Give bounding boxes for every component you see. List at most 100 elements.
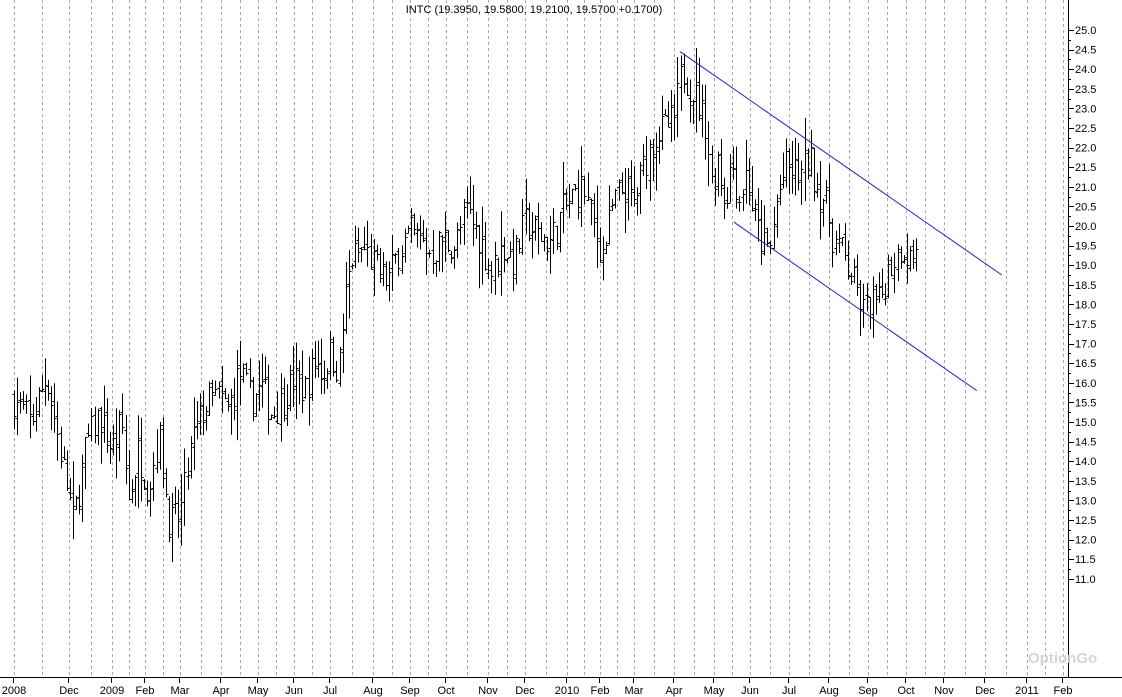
ohlc-bar [570, 188, 575, 205]
ohlc-bar [145, 480, 150, 507]
ohlc-bar [493, 241, 498, 295]
x-tick-label: Jun [741, 685, 759, 697]
ohlc-bar [613, 188, 618, 209]
ohlc-bar [328, 331, 333, 380]
ohlc-bar [486, 258, 491, 280]
ohlc-bar [648, 139, 653, 201]
ohlc-bar [40, 375, 45, 392]
ohlc-bar [896, 244, 901, 282]
ohlc-bar [682, 53, 687, 94]
y-tick-label: 24.5 [1075, 45, 1096, 57]
ohlc-bar [322, 360, 327, 394]
ohlc-bar [669, 90, 674, 143]
x-tick-label: Feb [136, 685, 155, 697]
ohlc-bar [803, 117, 808, 202]
ohlc-bar [18, 392, 23, 414]
ohlc-bar [446, 230, 451, 253]
ohlc-bar [207, 381, 212, 416]
ohlc-bar [130, 479, 135, 504]
ohlc-bar [164, 468, 169, 498]
ohlc-bar [12, 390, 17, 430]
ohlc-bar [508, 241, 513, 258]
ohlc-bar [877, 272, 882, 303]
ohlc-bar [49, 386, 54, 431]
ohlc-bar [905, 233, 910, 284]
ohlc-bar [871, 276, 876, 338]
ohlc-bar [480, 206, 485, 285]
ohlc-bar [722, 177, 727, 220]
ohlc-bar [452, 246, 457, 269]
ohlc-bar [505, 258, 510, 264]
x-tick-label: Feb [1054, 685, 1073, 697]
watermark: OptionGo [1028, 650, 1097, 667]
ohlc-bar [192, 397, 197, 471]
x-tick-label: 2009 [100, 685, 124, 697]
y-tick-label: 18.5 [1075, 280, 1096, 292]
channel-upper-line [679, 51, 1003, 276]
ohlc-bar [719, 138, 724, 196]
x-tick-label: 2011 [1015, 685, 1039, 697]
ohlc-bar [390, 234, 395, 292]
ohlc-bar [899, 246, 904, 269]
ohlc-bar [37, 387, 42, 418]
ohlc-bar [824, 179, 829, 204]
y-tick-label: 20.5 [1075, 201, 1096, 213]
ohlc-bar [908, 246, 913, 272]
x-tick-label: Aug [363, 685, 383, 697]
ohlc-bar [353, 225, 358, 269]
ohlc-bar [102, 385, 107, 443]
ohlc-bar [198, 393, 203, 436]
y-tick-label: 15.5 [1075, 397, 1096, 409]
ohlc-bar [731, 146, 736, 180]
y-tick-label: 16.5 [1075, 358, 1096, 370]
ohlc-bar [663, 108, 668, 116]
ohlc-bar [291, 345, 296, 408]
ohlc-bar [241, 363, 246, 383]
ohlc-bar [527, 202, 532, 242]
ohlc-bar [818, 161, 823, 240]
x-tick-label: Jun [285, 685, 303, 697]
ohlc-bar [96, 408, 101, 446]
ohlc-bar [158, 421, 163, 470]
ohlc-bar [679, 55, 684, 111]
ohlc-bar [694, 48, 699, 133]
ohlc-bar [319, 338, 324, 395]
ohlc-bar [365, 220, 370, 267]
ohlc-bar [806, 148, 811, 180]
ohlc-bar [524, 178, 529, 235]
ohlc-bar [741, 189, 746, 212]
ohlc-bar [902, 255, 907, 264]
ohlc-bar [99, 406, 104, 464]
ohlc-bar [34, 397, 39, 432]
y-tick-label: 11.5 [1075, 554, 1096, 566]
x-tick-label: Apr [665, 685, 682, 697]
x-tick-label: Nov [934, 685, 954, 697]
y-tick-label: 22.0 [1075, 143, 1096, 155]
ohlc-bar [520, 198, 525, 255]
ohlc-bar [638, 161, 643, 215]
ohlc-bar [644, 136, 649, 189]
ohlc-bar [775, 194, 780, 238]
ohlc-bar [244, 362, 249, 376]
ohlc-bar [120, 393, 125, 435]
ohlc-bar [886, 254, 891, 299]
y-tick-label: 14.0 [1075, 456, 1096, 468]
ohlc-bar [248, 358, 253, 388]
ohlc-bar [635, 187, 640, 216]
ohlc-bar [586, 172, 591, 201]
ohlc-bar [83, 437, 88, 490]
ohlc-bar [471, 184, 476, 247]
ohlc-bar [294, 342, 299, 419]
y-tick-label: 11.0 [1075, 574, 1096, 586]
ohlc-bar [799, 160, 804, 205]
ohlc-bar [210, 379, 215, 407]
ohlc-bar [762, 205, 767, 256]
ohlc-bar [297, 360, 302, 405]
ohlc-bar [316, 340, 321, 378]
ohlc-bar [124, 415, 129, 485]
ohlc-bar [313, 341, 318, 379]
ohlc-bar [111, 424, 116, 456]
ohlc-bar [288, 364, 293, 412]
ohlc-bar [632, 165, 637, 207]
